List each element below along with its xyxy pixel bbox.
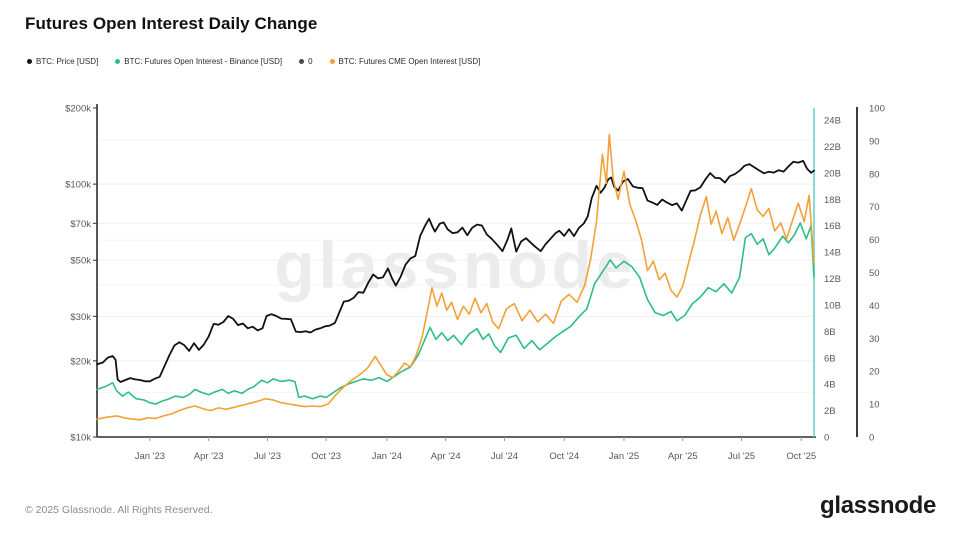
legend-label: BTC: Price [USD] xyxy=(36,57,99,66)
svg-text:12B: 12B xyxy=(824,274,841,285)
svg-text:4B: 4B xyxy=(824,380,836,391)
svg-text:40: 40 xyxy=(869,301,880,312)
svg-text:8B: 8B xyxy=(824,327,836,338)
svg-text:Oct '25: Oct '25 xyxy=(786,451,816,462)
glassnode-logo: glassnode xyxy=(820,492,936,519)
svg-text:10B: 10B xyxy=(824,300,841,311)
svg-text:$70k: $70k xyxy=(70,219,91,230)
legend-label: BTC: Futures CME Open Interest [USD] xyxy=(338,57,481,66)
svg-text:Apr '24: Apr '24 xyxy=(431,451,461,462)
svg-text:$10k: $10k xyxy=(70,433,91,444)
svg-text:$20k: $20k xyxy=(70,356,91,367)
svg-text:100: 100 xyxy=(869,104,885,115)
svg-text:$200k: $200k xyxy=(65,104,91,115)
svg-text:24B: 24B xyxy=(824,116,841,127)
svg-text:20B: 20B xyxy=(824,168,841,179)
svg-text:$30k: $30k xyxy=(70,312,91,323)
svg-text:$100k: $100k xyxy=(65,180,91,191)
copyright-text: © 2025 Glassnode. All Rights Reserved. xyxy=(25,504,213,516)
page-title: Futures Open Interest Daily Change xyxy=(25,14,318,33)
svg-text:2B: 2B xyxy=(824,406,836,417)
svg-text:30: 30 xyxy=(869,334,880,345)
svg-text:70: 70 xyxy=(869,202,880,213)
series-line-btc-price-usd xyxy=(96,159,815,383)
legend-dot-cme-oi xyxy=(329,59,335,64)
svg-text:Jul '25: Jul '25 xyxy=(728,451,755,462)
svg-text:20: 20 xyxy=(869,367,880,378)
legend-item-zero[interactable]: 0 xyxy=(299,57,313,66)
svg-text:14B: 14B xyxy=(824,248,841,259)
legend-item-binance-oi[interactable]: BTC: Futures Open Interest - Binance [US… xyxy=(115,57,282,66)
svg-text:Oct '24: Oct '24 xyxy=(549,451,579,462)
svg-text:Jul '23: Jul '23 xyxy=(254,451,281,462)
legend-label: 0 xyxy=(308,57,313,66)
svg-text:0: 0 xyxy=(869,433,874,444)
svg-text:18B: 18B xyxy=(824,195,841,206)
svg-text:0: 0 xyxy=(824,433,829,444)
legend-item-price[interactable]: BTC: Price [USD] xyxy=(27,57,98,66)
svg-text:Jan '24: Jan '24 xyxy=(372,451,402,462)
svg-text:$50k: $50k xyxy=(70,256,91,267)
legend-label: BTC: Futures Open Interest - Binance [US… xyxy=(124,57,283,66)
legend-dot-price xyxy=(27,59,32,64)
svg-text:90: 90 xyxy=(869,136,880,147)
svg-text:Jan '25: Jan '25 xyxy=(609,451,639,462)
series-line-btc-futures-open-interest-binance-usd xyxy=(96,222,815,405)
svg-text:Jan '23: Jan '23 xyxy=(135,451,165,462)
svg-text:22B: 22B xyxy=(824,142,841,153)
svg-text:Apr '23: Apr '23 xyxy=(194,451,224,462)
svg-text:80: 80 xyxy=(869,169,880,180)
legend-dot-zero xyxy=(299,59,305,64)
svg-text:60: 60 xyxy=(869,235,880,246)
legend-item-cme-oi[interactable]: BTC: Futures CME Open Interest [USD] xyxy=(329,57,481,66)
svg-text:Jul '24: Jul '24 xyxy=(491,451,518,462)
svg-text:Apr '25: Apr '25 xyxy=(668,451,698,462)
svg-text:16B: 16B xyxy=(824,221,841,232)
legend-dot-binance-oi xyxy=(115,59,121,64)
watermark-glassnode: glassnode xyxy=(274,228,636,302)
series-line-btc-futures-cme-open-interest-usd xyxy=(96,133,815,421)
svg-text:Oct '23: Oct '23 xyxy=(311,451,341,462)
legend: BTC: Price [USD] BTC: Futures Open Intere… xyxy=(27,57,480,66)
svg-text:50: 50 xyxy=(869,268,880,279)
svg-text:10: 10 xyxy=(869,400,880,411)
svg-text:6B: 6B xyxy=(824,353,836,364)
